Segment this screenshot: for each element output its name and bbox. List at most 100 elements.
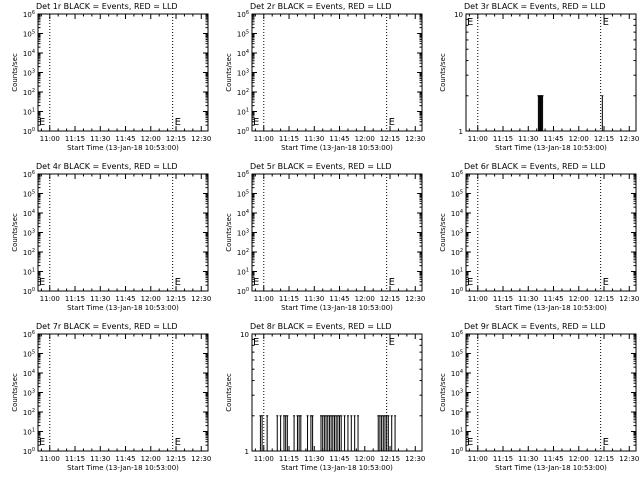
y-tick-label: 101 <box>23 108 35 117</box>
y-tick-label: 1 <box>459 128 463 136</box>
y-axis-label: Counts/sec <box>11 213 19 252</box>
y-tick-label: 103 <box>23 229 35 238</box>
x-tick-label: 11:15 <box>493 135 513 143</box>
y-tick-exponent: 6 <box>32 330 35 336</box>
y-tick-exponent: 5 <box>246 30 249 36</box>
y-tick-label: 101 <box>451 428 463 437</box>
y-tick-label: 1 <box>245 448 249 456</box>
x-tick-label: 11:45 <box>115 295 135 303</box>
y-tick-label: 10 <box>454 11 463 19</box>
e-marker: E <box>39 277 45 288</box>
x-tick-label: 12:30 <box>619 135 639 143</box>
y-tick-label: 103 <box>23 69 35 78</box>
y-tick-label: 101 <box>451 268 463 277</box>
y-tick-label: 106 <box>237 170 249 179</box>
y-tick-exponent: 4 <box>32 369 35 375</box>
x-tick-label: 11:45 <box>115 455 135 463</box>
y-tick-exponent: 1 <box>246 268 249 274</box>
y-tick-label: 106 <box>23 330 35 339</box>
y-tick-exponent: 3 <box>32 229 35 235</box>
x-tick-label: 11:00 <box>254 295 274 303</box>
y-tick-label: 100 <box>23 287 35 296</box>
y-tick-exponent: 4 <box>32 49 35 55</box>
y-tick-label: 100 <box>237 287 249 296</box>
y-axis-label: Counts/sec <box>439 53 447 92</box>
plot-title: Det 1r BLACK = Events, RED = LLD <box>36 2 178 11</box>
y-tick-exponent: 6 <box>246 10 249 16</box>
y-tick-label: 103 <box>237 229 249 238</box>
y-tick-label: 100 <box>237 127 249 136</box>
y-tick-exponent: 4 <box>460 369 463 375</box>
x-tick-label: 11:30 <box>90 295 110 303</box>
y-tick-label: 102 <box>23 408 35 417</box>
x-axis-label: Start Time (13-Jan-18 10:53:00) <box>67 464 179 472</box>
y-tick-exponent: 3 <box>246 69 249 75</box>
y-tick-label: 104 <box>23 49 35 58</box>
y-tick-label: 101 <box>23 268 35 277</box>
y-tick-label: 104 <box>23 209 35 218</box>
y-tick-label: 104 <box>237 49 249 58</box>
y-tick-exponent: 1 <box>460 268 463 274</box>
x-tick-label: 12:30 <box>191 455 211 463</box>
x-tick-label: 11:30 <box>90 455 110 463</box>
x-tick-label: 12:30 <box>405 135 425 143</box>
x-tick-label: 12:15 <box>380 295 400 303</box>
x-tick-label: 12:00 <box>355 295 375 303</box>
x-tick-label: 12:30 <box>405 455 425 463</box>
x-tick-label: 11:45 <box>543 455 563 463</box>
y-axis-label: Counts/sec <box>439 213 447 252</box>
y-tick-exponent: 5 <box>32 350 35 356</box>
y-tick-label: 105 <box>23 350 35 359</box>
x-tick-label: 11:00 <box>40 135 60 143</box>
x-tick-label: 11:15 <box>493 295 513 303</box>
y-tick-label: 106 <box>237 10 249 19</box>
x-axis-label: Start Time (13-Jan-18 10:53:00) <box>281 144 393 152</box>
x-tick-label: 12:30 <box>191 295 211 303</box>
y-tick-label: 100 <box>23 127 35 136</box>
x-axis-label: Start Time (13-Jan-18 10:53:00) <box>67 144 179 152</box>
plot-panel-2: Det 2r BLACK = Events, RED = LLD10010110… <box>225 2 425 152</box>
y-tick-label: 105 <box>237 30 249 39</box>
x-tick-label: 11:45 <box>543 295 563 303</box>
e-marker: E <box>603 437 609 448</box>
x-axis-label: Start Time (13-Jan-18 10:53:00) <box>67 304 179 312</box>
y-tick-exponent: 0 <box>32 287 35 293</box>
plot-title: Det 5r BLACK = Events, RED = LLD <box>250 162 392 171</box>
y-tick-label: 102 <box>23 248 35 257</box>
y-tick-exponent: 4 <box>246 209 249 215</box>
plot-frame <box>465 333 637 452</box>
x-tick-label: 12:00 <box>141 135 161 143</box>
x-tick-label: 12:15 <box>594 295 614 303</box>
plot-panel-3: Det 3r BLACK = Events, RED = LLD 1 10 11:00… <box>439 2 639 152</box>
y-tick-label: 101 <box>237 108 249 117</box>
y-tick-label: 100 <box>451 447 463 456</box>
plot-title: Det 3r BLACK = Events, RED = LLD <box>464 2 606 11</box>
x-axis-label: Start Time (13-Jan-18 10:53:00) <box>495 144 607 152</box>
plot-frame <box>465 13 637 132</box>
x-tick-label: 11:15 <box>279 135 299 143</box>
x-axis-label: Start Time (13-Jan-18 10:53:00) <box>281 304 393 312</box>
y-tick-label: 105 <box>451 190 463 199</box>
y-tick-label: 105 <box>23 30 35 39</box>
x-tick-label: 11:15 <box>65 135 85 143</box>
plot-frame <box>37 333 209 452</box>
x-tick-label: 11:30 <box>90 135 110 143</box>
x-tick-label: 12:30 <box>405 295 425 303</box>
x-tick-label: 11:00 <box>40 295 60 303</box>
y-axis-label: Counts/sec <box>225 53 233 92</box>
x-tick-label: 11:45 <box>329 295 349 303</box>
x-tick-label: 11:15 <box>279 295 299 303</box>
y-tick-exponent: 3 <box>32 389 35 395</box>
y-tick-exponent: 5 <box>32 190 35 196</box>
x-tick-label: 12:30 <box>619 455 639 463</box>
y-tick-exponent: 6 <box>460 170 463 176</box>
y-tick-exponent: 1 <box>32 108 35 114</box>
x-tick-label: 12:15 <box>380 135 400 143</box>
y-tick-label: 102 <box>23 88 35 97</box>
x-tick-label: 11:45 <box>329 135 349 143</box>
y-tick-exponent: 0 <box>460 287 463 293</box>
e-marker: E <box>389 117 395 128</box>
y-tick-exponent: 4 <box>460 209 463 215</box>
y-tick-exponent: 4 <box>246 49 249 55</box>
